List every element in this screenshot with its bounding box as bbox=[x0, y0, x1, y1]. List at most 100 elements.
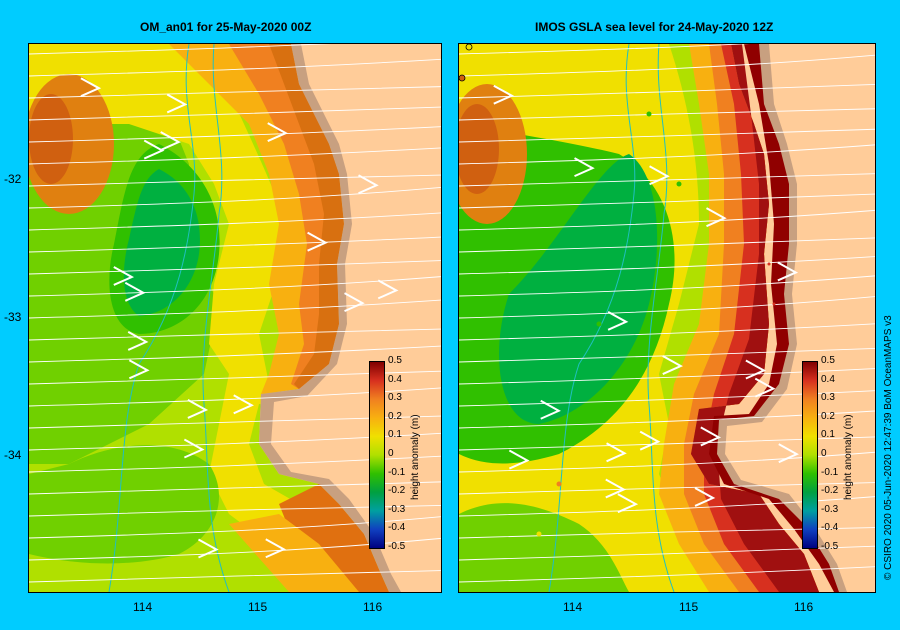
colorbar-tick: 0.5 bbox=[388, 355, 402, 366]
current-arrowhead bbox=[344, 292, 365, 313]
current-arrowhead bbox=[508, 449, 530, 470]
current-arrowhead bbox=[778, 443, 800, 464]
current-arrowhead bbox=[377, 279, 399, 300]
colorbar-tick: 0.2 bbox=[388, 410, 402, 422]
current-arrowhead bbox=[183, 438, 205, 459]
current-arrowhead bbox=[606, 442, 627, 463]
longitude-tick: 114 bbox=[563, 600, 583, 614]
colorbar-tick: 0.1 bbox=[821, 429, 835, 441]
latitude-tick: -32 bbox=[4, 172, 22, 186]
colorbar-tick: 0 bbox=[388, 448, 394, 459]
colorbar-tick: 0.4 bbox=[821, 373, 835, 385]
current-streamline bbox=[459, 173, 875, 187]
current-vectors bbox=[29, 44, 441, 583]
current-arrowhead bbox=[160, 131, 181, 151]
left-map-panel[interactable] bbox=[28, 43, 442, 593]
current-streamline bbox=[29, 328, 441, 341]
current-vectors bbox=[459, 44, 875, 583]
current-arrowhead bbox=[124, 281, 146, 302]
colorbar-tick: 0.4 bbox=[388, 373, 402, 385]
current-arrowhead bbox=[777, 261, 799, 282]
altimeter-point bbox=[459, 74, 466, 82]
current-streamline bbox=[29, 260, 441, 275]
current-streamline bbox=[29, 236, 441, 253]
colorbar-title: height anomaly (m) bbox=[410, 414, 421, 500]
colorbar-tick: -0.4 bbox=[388, 522, 406, 534]
current-arrowhead bbox=[493, 84, 515, 105]
colorbar-tick: -0.3 bbox=[388, 503, 406, 515]
current-arrowhead bbox=[662, 355, 683, 375]
longitude-tick: 115 bbox=[248, 600, 268, 614]
colorbar-tick: 0.5 bbox=[821, 355, 835, 366]
colorbar-tick: -0.2 bbox=[388, 485, 406, 497]
current-streamline bbox=[459, 323, 875, 341]
current-streamline bbox=[29, 570, 441, 583]
current-streamline bbox=[459, 54, 875, 77]
current-arrowhead bbox=[745, 359, 767, 380]
current-streamline bbox=[29, 44, 332, 55]
current-streamline bbox=[459, 296, 875, 319]
current-streamline bbox=[29, 174, 441, 187]
credit-line: © CSIRO 2020 05-Jun-2020 12:47:39 BoM Oc… bbox=[883, 315, 894, 580]
current-streamline bbox=[29, 126, 441, 143]
right-map-panel[interactable] bbox=[458, 43, 876, 593]
longitude-tick: 115 bbox=[679, 600, 699, 614]
current-arrowhead bbox=[639, 430, 661, 451]
colorbar-title: height anomaly (m) bbox=[843, 414, 854, 500]
current-arrowhead bbox=[706, 207, 727, 228]
current-streamline bbox=[459, 108, 875, 121]
current-arrowhead bbox=[358, 174, 379, 195]
current-arrowhead bbox=[267, 122, 288, 143]
current-streamline bbox=[459, 209, 875, 231]
current-streamline bbox=[459, 128, 875, 143]
current-arrowhead bbox=[113, 266, 135, 286]
current-streamline bbox=[29, 147, 441, 165]
current-streamline bbox=[29, 58, 441, 77]
altimeter-point bbox=[676, 181, 682, 187]
current-arrowhead bbox=[187, 399, 209, 419]
longitude-tick: 116 bbox=[363, 600, 383, 614]
colorbar-tick: 0.3 bbox=[388, 392, 402, 404]
current-arrowhead bbox=[265, 538, 287, 559]
current-streamline bbox=[29, 276, 441, 297]
longitude-tick: 114 bbox=[133, 600, 153, 614]
current-arrowhead bbox=[694, 487, 716, 507]
current-arrowhead bbox=[649, 165, 670, 186]
current-streamline bbox=[29, 187, 441, 209]
current-arrowhead bbox=[540, 399, 561, 420]
altimeter-point bbox=[772, 302, 776, 306]
current-streamline bbox=[459, 237, 875, 253]
current-streamline bbox=[459, 347, 875, 363]
altimeter-point bbox=[596, 321, 602, 327]
current-streamline bbox=[459, 44, 750, 55]
longitude-tick: 116 bbox=[794, 600, 814, 614]
current-arrowhead bbox=[233, 394, 254, 415]
colorbar-tick: -0.5 bbox=[821, 541, 839, 552]
current-arrowhead bbox=[754, 377, 776, 398]
colorbar-tick: -0.1 bbox=[821, 466, 839, 478]
current-streamline bbox=[459, 193, 875, 209]
current-arrowhead bbox=[574, 157, 595, 178]
current-arrowhead bbox=[127, 331, 149, 351]
current-arrowhead bbox=[80, 77, 102, 98]
current-arrowhead bbox=[617, 493, 639, 514]
current-streamline bbox=[459, 566, 875, 583]
current-streamline bbox=[459, 256, 875, 275]
altimeter-point bbox=[767, 262, 771, 266]
colorbar-tick: -0.4 bbox=[821, 522, 839, 534]
current-streamline bbox=[459, 83, 875, 99]
current-arrowhead bbox=[700, 426, 722, 447]
current-streamline bbox=[29, 212, 441, 231]
current-streamline bbox=[459, 144, 875, 165]
current-arrowhead bbox=[128, 359, 150, 380]
colorbar-tick: 0 bbox=[821, 448, 827, 459]
current-arrowhead bbox=[307, 231, 328, 252]
colorbar bbox=[369, 361, 385, 549]
altimeter-point bbox=[556, 481, 562, 487]
current-streamline bbox=[29, 106, 441, 121]
current-streamline bbox=[29, 345, 441, 363]
altimeter-point bbox=[536, 531, 542, 537]
colorbar bbox=[802, 361, 818, 549]
current-streamline bbox=[29, 86, 441, 99]
colorbar-tick: -0.5 bbox=[388, 541, 406, 552]
